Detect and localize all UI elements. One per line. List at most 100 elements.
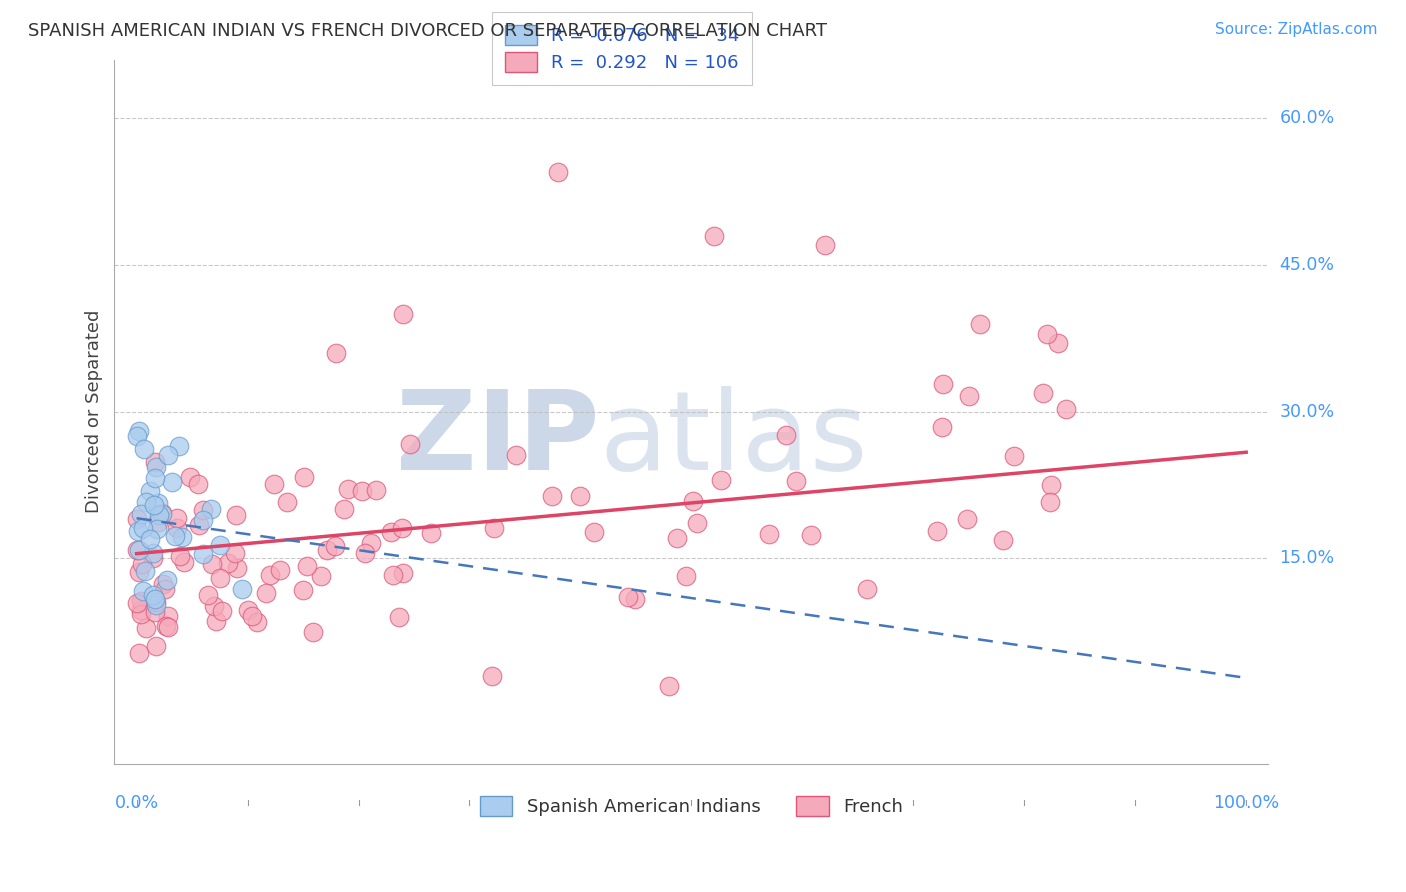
Point [150,506,173,520]
Point [191,513,214,527]
Text: atlas: atlas [599,386,868,493]
Point [658,679,681,693]
Point [217,557,239,571]
Point [1046,336,1069,351]
Point [132,521,155,535]
Point [1002,449,1025,463]
Point [269,563,291,577]
Point [785,474,807,488]
Point [360,536,382,550]
Point [541,489,564,503]
Point [481,669,503,683]
Point [224,546,246,560]
Point [813,238,835,252]
Point [125,512,148,526]
Point [957,389,980,403]
Point [155,618,177,632]
Point [292,470,315,484]
Point [156,609,179,624]
Point [173,555,195,569]
Point [547,165,569,179]
Point [128,524,150,539]
Point [337,482,360,496]
Point [143,470,166,484]
Point [211,604,233,618]
Point [143,455,166,469]
Point [309,569,332,583]
Point [927,524,949,539]
Point [325,346,347,360]
Point [179,470,201,484]
Point [127,429,149,443]
Point [142,546,165,560]
Point [682,494,704,508]
Point [392,566,415,581]
Point [142,551,165,566]
Point [129,508,152,522]
Point [775,428,797,442]
Point [135,495,157,509]
Point [139,484,162,499]
Point [143,498,166,512]
Point [333,501,356,516]
Y-axis label: Divorced or Separated: Divorced or Separated [86,310,103,514]
Point [145,598,167,612]
Point [146,496,169,510]
Point [1039,478,1062,492]
Point [128,565,150,579]
Point [382,567,405,582]
Point [191,503,214,517]
Point [1054,401,1077,416]
Point [231,582,253,596]
Point [127,543,149,558]
Point [856,582,879,596]
Point [799,527,821,541]
Text: Source: ZipAtlas.com: Source: ZipAtlas.com [1215,22,1378,37]
Point [276,495,298,509]
Point [758,527,780,541]
Point [127,596,149,610]
Point [148,515,170,529]
Text: 45.0%: 45.0% [1279,256,1334,274]
Point [624,592,647,607]
Point [291,583,314,598]
Text: ZIP: ZIP [395,386,599,493]
Point [364,483,387,497]
Point [505,448,527,462]
Point [145,460,167,475]
Point [259,568,281,582]
Point [931,419,953,434]
Point [420,525,443,540]
Point [165,529,187,543]
Point [145,639,167,653]
Point [132,584,155,599]
Point [167,439,190,453]
Point [616,590,638,604]
Point [1039,495,1062,509]
Point [302,624,325,639]
Point [991,533,1014,547]
Point [129,602,152,616]
Point [666,531,689,545]
Point [583,525,606,540]
Point [686,516,709,531]
Text: 0.0%: 0.0% [114,795,159,813]
Point [350,483,373,498]
Legend: Spanish American Indians, French: Spanish American Indians, French [471,788,912,825]
Point [148,508,170,522]
Point [392,307,415,321]
Text: 30.0%: 30.0% [1279,402,1334,421]
Text: SPANISH AMERICAN INDIAN VS FRENCH DIVORCED OR SEPARATED CORRELATION CHART: SPANISH AMERICAN INDIAN VS FRENCH DIVORC… [28,22,827,40]
Point [295,558,318,573]
Point [142,588,165,602]
Point [134,564,156,578]
Point [482,521,505,535]
Point [128,543,150,558]
Point [969,317,991,331]
Point [399,436,422,450]
Point [225,508,247,522]
Point [131,558,153,572]
Point [254,585,277,599]
Point [129,594,152,608]
Point [202,599,225,614]
